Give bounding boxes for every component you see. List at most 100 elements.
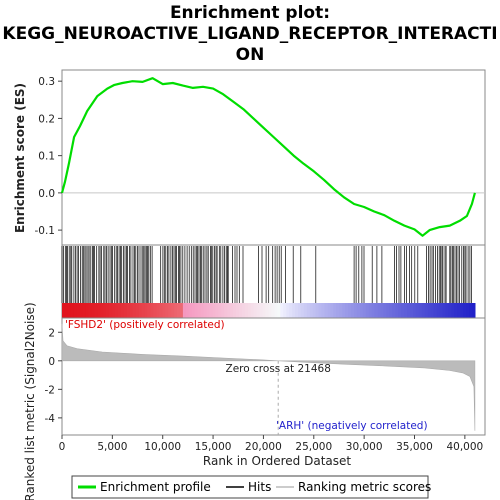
heat-segment [177, 303, 181, 318]
heat-segment [70, 303, 75, 318]
heat-segment [321, 303, 326, 318]
heat-segment [377, 303, 382, 318]
x-tick-label: 15,000 [195, 441, 232, 453]
heat-segment [73, 303, 78, 318]
heat-segment [356, 303, 361, 318]
heat-segment [472, 303, 476, 318]
heat-segment [194, 303, 199, 318]
heat-segment [94, 303, 98, 318]
heat-segment [327, 303, 331, 318]
heat-segment [339, 303, 343, 318]
heat-segment [112, 303, 116, 318]
heat-segment [300, 303, 305, 318]
heat-segment [103, 303, 107, 318]
heat-segment [168, 303, 172, 318]
heat-segment [392, 303, 396, 318]
heat-segment [126, 303, 131, 318]
heat-segment [298, 303, 302, 318]
heat-segment [277, 303, 281, 318]
heat-segment [250, 303, 255, 318]
heat-segment [135, 303, 140, 318]
es-ytick-label: 0.2 [38, 113, 55, 125]
heat-segment [191, 303, 196, 318]
heat-segment [230, 303, 234, 318]
heat-segment [91, 303, 95, 318]
heat-segment [88, 303, 92, 318]
heat-segment [309, 303, 314, 318]
heat-segment [253, 303, 258, 318]
heat-segment [365, 303, 370, 318]
heat-segment [460, 303, 464, 318]
zero-cross-label: Zero cross at 21468 [226, 363, 331, 375]
heat-segment [129, 303, 134, 318]
heat-segment [174, 303, 178, 318]
heat-segment [342, 303, 346, 318]
heat-segment [306, 303, 311, 318]
heat-segment [442, 303, 446, 318]
heat-segment [256, 303, 261, 318]
es-y-axis-label: Enrichment score (ES) [13, 83, 27, 233]
metric-area [61, 323, 476, 431]
heat-segment [221, 303, 225, 318]
heat-segment [62, 303, 66, 318]
heat-segment [67, 303, 72, 318]
heat-segment [333, 303, 337, 318]
heat-segment [383, 303, 387, 318]
es-panel: -0.1 0.0 0.1 0.2 0.3 Enrichment score (ES) [13, 69, 486, 246]
heat-segment [85, 303, 90, 318]
heat-segment [162, 303, 166, 318]
heat-segment [445, 303, 449, 318]
heat-segment [386, 303, 390, 318]
heat-segment [371, 303, 376, 318]
heat-segment [115, 303, 119, 318]
x-tick-label: 40,000 [446, 441, 483, 453]
heat-segment [165, 303, 169, 318]
x-axis: 0 5,000 10,000 15,000 20,000 25,000 30,000 35,0… [59, 435, 483, 453]
x-tick-label: 5,000 [97, 441, 127, 453]
heat-segment [241, 303, 246, 318]
heat-segment [457, 303, 461, 318]
heat-segment [463, 303, 467, 318]
heat-segment [451, 303, 455, 318]
heat-segment [289, 303, 293, 318]
legend-es-label: Enrichment profile [100, 480, 211, 494]
metric-y-ticks: 2 0 -2 -4 [45, 327, 62, 425]
heat-segment [439, 303, 443, 318]
heat-segment [64, 303, 69, 318]
heat-segment [236, 303, 240, 318]
heat-segment [150, 303, 154, 318]
heat-segment [209, 303, 213, 318]
heat-segment [368, 303, 373, 318]
heat-segment [197, 303, 202, 318]
rank-heat-bar [62, 303, 476, 318]
heat-segment [171, 303, 175, 318]
negative-correlation-label: 'ARH' (negatively correlated) [276, 420, 428, 432]
legend: Enrichment profile Hits Ranking metric s… [71, 475, 431, 499]
heat-segment [203, 303, 208, 318]
heat-segment [153, 303, 157, 318]
chart-title-line3: ON [236, 45, 265, 65]
heat-segment [318, 303, 323, 318]
heat-segment [247, 303, 252, 318]
heat-segment [109, 303, 113, 318]
metric-ytick-label: 0 [48, 356, 55, 368]
chart-title-line1: Enrichment plot: [170, 3, 330, 23]
heat-segment [118, 303, 122, 318]
metric-panel: 2 0 -2 -4 Zero cross at 21468 'FSHD2' (posi… [23, 302, 486, 500]
heat-segment [436, 303, 441, 318]
heat-segment [374, 303, 379, 318]
heat-segment [336, 303, 340, 318]
heat-segment [227, 303, 231, 318]
heat-segment [312, 303, 317, 318]
heat-segment [259, 303, 264, 318]
heat-segment [345, 303, 349, 318]
heat-segment [138, 303, 143, 318]
metric-ytick-label: -4 [45, 413, 56, 425]
heat-segment [469, 303, 473, 318]
x-tick-label: 25,000 [295, 441, 332, 453]
es-ytick-label: 0.1 [38, 151, 55, 163]
heat-segment [418, 303, 423, 318]
heat-segment [233, 303, 237, 318]
heat-segment [100, 303, 104, 318]
